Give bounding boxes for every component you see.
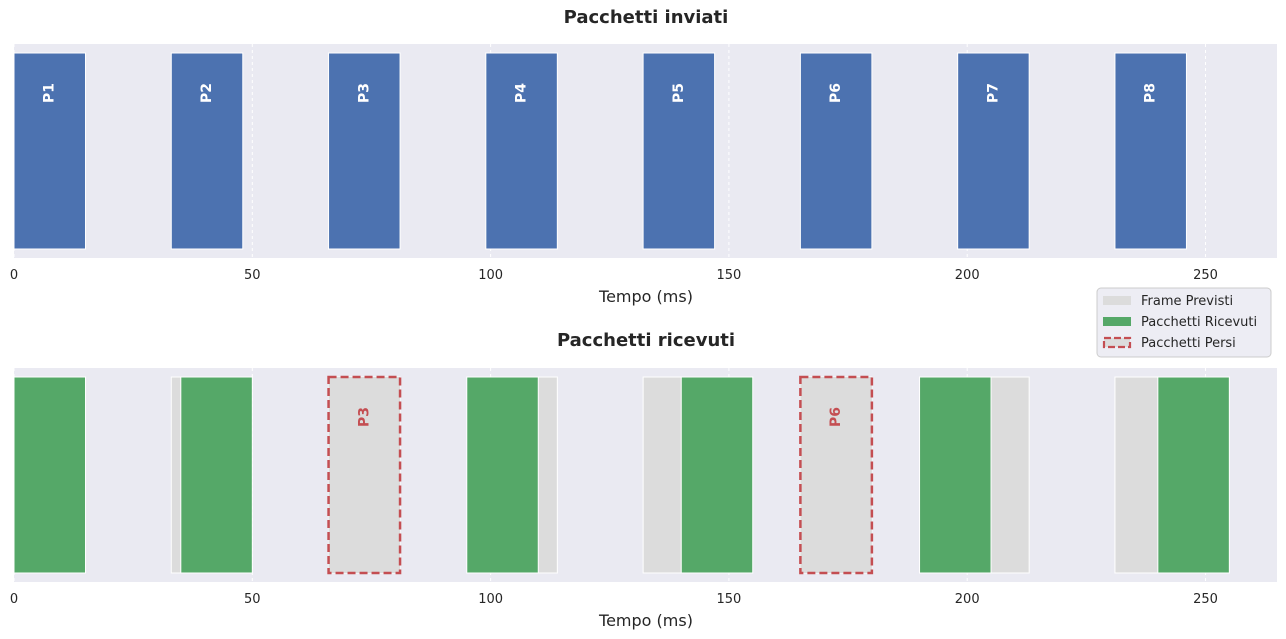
legend-box (1096, 287, 1272, 358)
legend-swatch-lost (1102, 336, 1132, 349)
received-x-ticks: 0 50 100 150 200 250 (10, 592, 1218, 607)
sent-packet-bar (957, 52, 1030, 250)
sent-packet-label: P8 (1143, 83, 1159, 103)
sent-x-tick-label: 150 (716, 268, 741, 283)
sent-packet-bar (642, 52, 716, 250)
sent-packet-bar (328, 52, 401, 250)
legend-swatch-received (1103, 317, 1131, 326)
received-packet-bar (13, 376, 86, 574)
sent-packet-label: P6 (828, 83, 844, 103)
sent-packet-bar (485, 52, 558, 250)
received-x-tick-label: 50 (244, 592, 261, 607)
sent-x-tick-label: 250 (1193, 268, 1218, 283)
received-packet-bar (180, 376, 253, 574)
sent-x-ticks: 0 50 100 150 200 250 (10, 268, 1218, 283)
lost-packet-bar (327, 375, 402, 575)
sent-x-tick-label: 200 (955, 268, 980, 283)
received-x-tick-label: 100 (478, 592, 503, 607)
received-packet-bar (466, 376, 539, 574)
sent-packet-label: P1 (42, 83, 58, 103)
sent-packet-label: P2 (199, 83, 215, 103)
received-x-tick-label: 250 (1193, 592, 1218, 607)
legend-label-expected: Frame Previsti (1141, 294, 1233, 309)
received-packet-bar (1157, 376, 1230, 574)
legend: Frame Previsti Pacchetti Ricevuti Pacche… (1096, 287, 1272, 358)
sent-panel: Pacchetti inviati P1 P2 P3 P4 P5 P6 P7 P8 0 50 10… (10, 7, 1277, 306)
sent-packet-label: P4 (514, 83, 530, 103)
sent-bars: P1 P2 P3 P4 P5 P6 P7 P8 (13, 52, 1187, 250)
sent-packet-label: P5 (671, 83, 687, 103)
sent-packet-label: P3 (356, 83, 372, 103)
legend-label-received: Pacchetti Ricevuti (1141, 315, 1257, 330)
received-packet-bar (919, 376, 992, 574)
sent-x-tick-label: 50 (244, 268, 261, 283)
sent-packet-bar (170, 52, 244, 250)
received-panel: Pacchetti ricevuti P3 P6 0 50 100 150 200 250 … (10, 330, 1277, 630)
sent-packet-bar (13, 52, 86, 250)
sent-packet-bar (799, 52, 873, 250)
legend-swatch-expected (1103, 296, 1131, 305)
sent-panel-title: Pacchetti inviati (564, 7, 729, 28)
received-x-tick-label: 200 (955, 592, 980, 607)
received-x-axis-label: Tempo (ms) (598, 611, 693, 630)
received-x-tick-label: 150 (716, 592, 741, 607)
sent-x-tick-label: 0 (10, 268, 18, 283)
sent-x-axis-label: Tempo (ms) (598, 287, 693, 306)
sent-packet-bar (1114, 52, 1187, 250)
sent-x-tick-label: 100 (478, 268, 503, 283)
received-packet-bar (680, 376, 754, 574)
received-panel-title: Pacchetti ricevuti (557, 330, 735, 351)
received-bars: P3 P6 (13, 375, 1230, 575)
lost-packet-label: P6 (828, 407, 844, 427)
lost-packet-bar (799, 375, 874, 575)
lost-packet-label: P3 (356, 407, 372, 427)
received-x-tick-label: 0 (10, 592, 18, 607)
sent-packet-label: P7 (985, 83, 1001, 103)
legend-label-lost: Pacchetti Persi (1141, 336, 1236, 351)
